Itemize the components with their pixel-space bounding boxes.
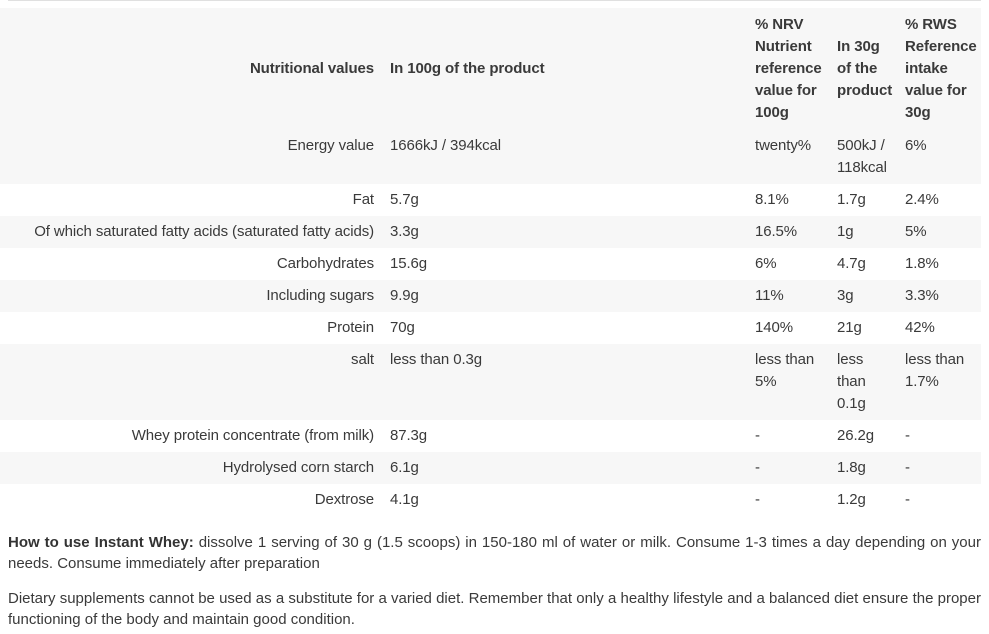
value-per-30g: 26.2g — [837, 427, 875, 444]
value-per-100g: 3.3g — [390, 223, 419, 240]
value-rws-30g: - — [905, 427, 910, 444]
table-header: Nutritional values In 100g of the produc… — [0, 8, 981, 130]
disclaimer-paragraph: Dietary supplements cannot be used as a … — [8, 590, 981, 628]
value-rws-30g: less than 1.7% — [905, 351, 965, 390]
value-per-100g: 5.7g — [390, 191, 419, 208]
row-label: salt — [351, 351, 374, 368]
value-per-30g: 21g — [837, 319, 862, 336]
value-nrv-100g: - — [755, 459, 760, 476]
value-nrv-100g: 11% — [755, 287, 784, 304]
col-header-per-30g: In 30g of the product — [837, 38, 893, 99]
value-rws-30g: 42% — [905, 319, 935, 336]
row-label: Of which saturated fatty acids (saturate… — [34, 223, 374, 240]
value-per-30g: 1.8g — [837, 459, 866, 476]
value-rws-30g: 1.8% — [905, 255, 939, 272]
col-header-rws-30g: % RWS Reference intake value for 30g — [905, 16, 977, 121]
value-per-30g: 1g — [837, 223, 854, 240]
table-row-energy: Energy value 1666kJ / 394kcal twenty% 50… — [0, 130, 981, 184]
value-per-100g: 6.1g — [390, 459, 419, 476]
row-label: Energy value — [287, 137, 374, 154]
value-per-100g: 1666kJ / 394kcal — [390, 137, 501, 154]
table-row-dextrose: Dextrose 4.1g - 1.2g - — [0, 484, 981, 516]
table-body: Energy value 1666kJ / 394kcal twenty% 50… — [0, 130, 981, 516]
usage-instructions: dissolve 1 serving of 30 g (1.5 scoops) … — [8, 534, 981, 572]
table-row-sugars: Including sugars 9.9g 11% 3g 3.3% — [0, 280, 981, 312]
table-row-whey-concentrate: Whey protein concentrate (from milk) 87.… — [0, 420, 981, 452]
header-row: Nutritional values In 100g of the produc… — [0, 8, 981, 130]
value-rws-30g: 5% — [905, 223, 927, 240]
value-nrv-100g: - — [755, 491, 760, 508]
value-per-30g: 1.2g — [837, 491, 866, 508]
value-nrv-100g: less than 5% — [755, 351, 815, 390]
row-label: Including sugars — [266, 287, 374, 304]
table-row-saturated-fat: Of which saturated fatty acids (saturate… — [0, 216, 981, 248]
top-divider — [8, 0, 981, 1]
value-per-100g: 15.6g — [390, 255, 428, 272]
value-per-30g: 3g — [837, 287, 854, 304]
row-label: Protein — [327, 319, 374, 336]
table-row-salt: salt less than 0.3g less than 5% less th… — [0, 344, 981, 420]
nutrition-table: Nutritional values In 100g of the produc… — [0, 8, 981, 516]
usage-paragraph: How to use Instant Whey: dissolve 1 serv… — [8, 532, 981, 574]
usage-heading: How to use Instant Whey: — [8, 534, 194, 551]
value-rws-30g: - — [905, 491, 910, 508]
value-rws-30g: 2.4% — [905, 191, 939, 208]
value-nrv-100g: 140% — [755, 319, 793, 336]
row-label: Fat — [352, 191, 374, 208]
row-label: Whey protein concentrate (from milk) — [131, 427, 374, 444]
table-row-protein: Protein 70g 140% 21g 42% — [0, 312, 981, 344]
row-label: Hydrolysed corn starch — [222, 459, 374, 476]
value-per-30g: 500kJ / 118kcal — [837, 137, 887, 176]
value-per-30g: 4.7g — [837, 255, 866, 272]
value-per-100g: 9.9g — [390, 287, 419, 304]
value-nrv-100g: 6% — [755, 255, 777, 272]
value-per-100g: 87.3g — [390, 427, 428, 444]
value-rws-30g: 6% — [905, 137, 927, 154]
value-per-30g: 1.7g — [837, 191, 866, 208]
col-header-nutritional-values: Nutritional values — [249, 60, 374, 77]
value-nrv-100g: twenty% — [755, 137, 811, 154]
row-label: Dextrose — [314, 491, 374, 508]
footer-text: How to use Instant Whey: dissolve 1 serv… — [8, 532, 981, 630]
value-rws-30g: - — [905, 459, 910, 476]
value-nrv-100g: 8.1% — [755, 191, 789, 208]
col-header-per-100g: In 100g of the product — [390, 60, 545, 77]
table-row-carbohydrates: Carbohydrates 15.6g 6% 4.7g 1.8% — [0, 248, 981, 280]
value-per-100g: 4.1g — [390, 491, 419, 508]
value-nrv-100g: - — [755, 427, 760, 444]
value-per-100g: less than 0.3g — [390, 351, 482, 368]
value-per-30g: less than 0.1g — [837, 351, 866, 412]
col-header-nrv-100g: % NRV Nutrient reference value for 100g — [755, 16, 822, 121]
table-row-corn-starch: Hydrolysed corn starch 6.1g - 1.8g - — [0, 452, 981, 484]
table-row-fat: Fat 5.7g 8.1% 1.7g 2.4% — [0, 184, 981, 216]
row-label: Carbohydrates — [276, 255, 374, 272]
value-nrv-100g: 16.5% — [755, 223, 798, 240]
value-rws-30g: 3.3% — [905, 287, 939, 304]
value-per-100g: 70g — [390, 319, 415, 336]
